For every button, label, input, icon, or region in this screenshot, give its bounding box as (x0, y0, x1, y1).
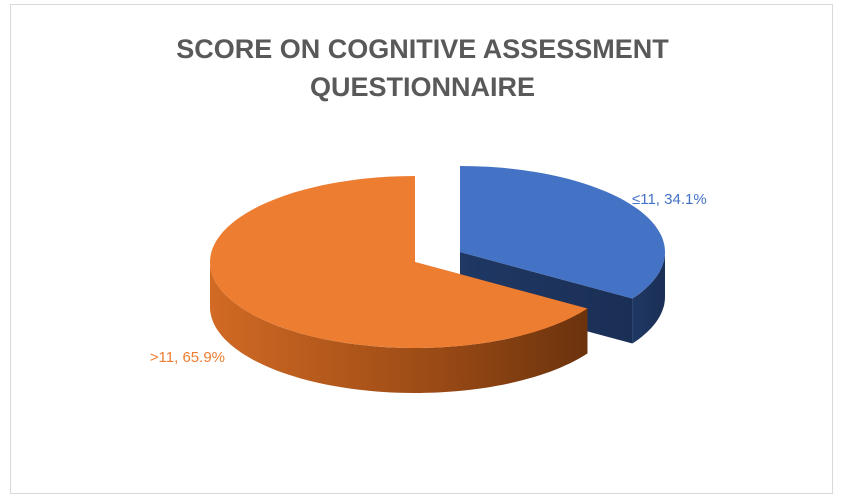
slice (210, 176, 588, 348)
slice (460, 166, 665, 299)
data-label: >11, 65.9% (150, 349, 225, 366)
slice-side (210, 262, 588, 393)
slice-side (632, 252, 665, 344)
data-label: ≤11, 34.1% (632, 191, 707, 208)
chart-title: SCORE ON COGNITIVE ASSESSMENT QUESTIONNA… (176, 34, 669, 102)
chart-frame (10, 4, 833, 494)
